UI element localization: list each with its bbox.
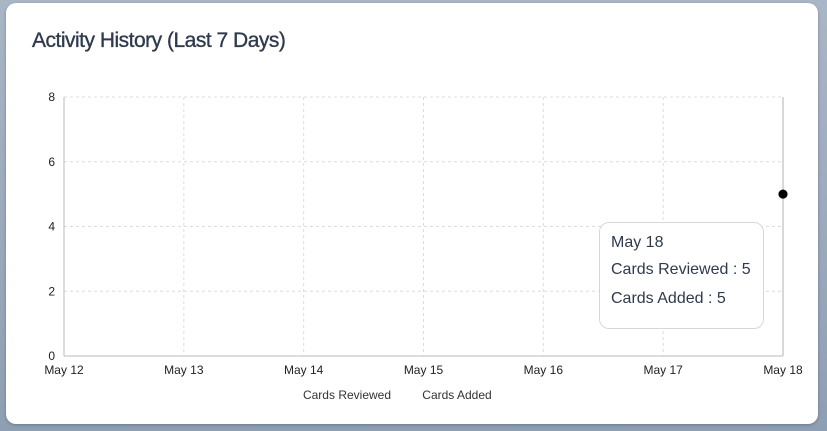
x-tick-label: May 15 [404,363,444,377]
y-tick-label: 2 [48,284,55,298]
x-tick-label: May 16 [524,363,564,377]
tooltip-cards-added: Cards Added : 5 [611,290,726,307]
legend-item: Cards Reviewed [303,388,391,402]
x-tick-label: May 14 [284,363,324,377]
y-tick-label: 0 [48,349,55,363]
legend-item: Cards Added [422,388,491,402]
tooltip-date: May 18 [611,234,664,251]
y-tick-label: 6 [48,155,55,169]
x-tick-label: May 13 [164,363,204,377]
y-tick-label: 8 [48,90,55,104]
chart-title: Activity History (Last 7 Days) [32,29,286,52]
x-tick-label: May 17 [643,363,683,377]
data-point [778,189,788,199]
chart-tooltip: May 18 Cards Reviewed : 5 Cards Added : … [599,222,764,329]
activity-card: Activity History (Last 7 Days) [6,3,818,424]
x-tick-label: May 18 [763,363,803,377]
chart-legend: Cards Reviewed Cards Added [303,388,492,402]
tooltip-cards-reviewed: Cards Reviewed : 5 [611,261,751,278]
y-tick-label: 4 [48,220,55,234]
x-tick-label: May 12 [44,363,84,377]
